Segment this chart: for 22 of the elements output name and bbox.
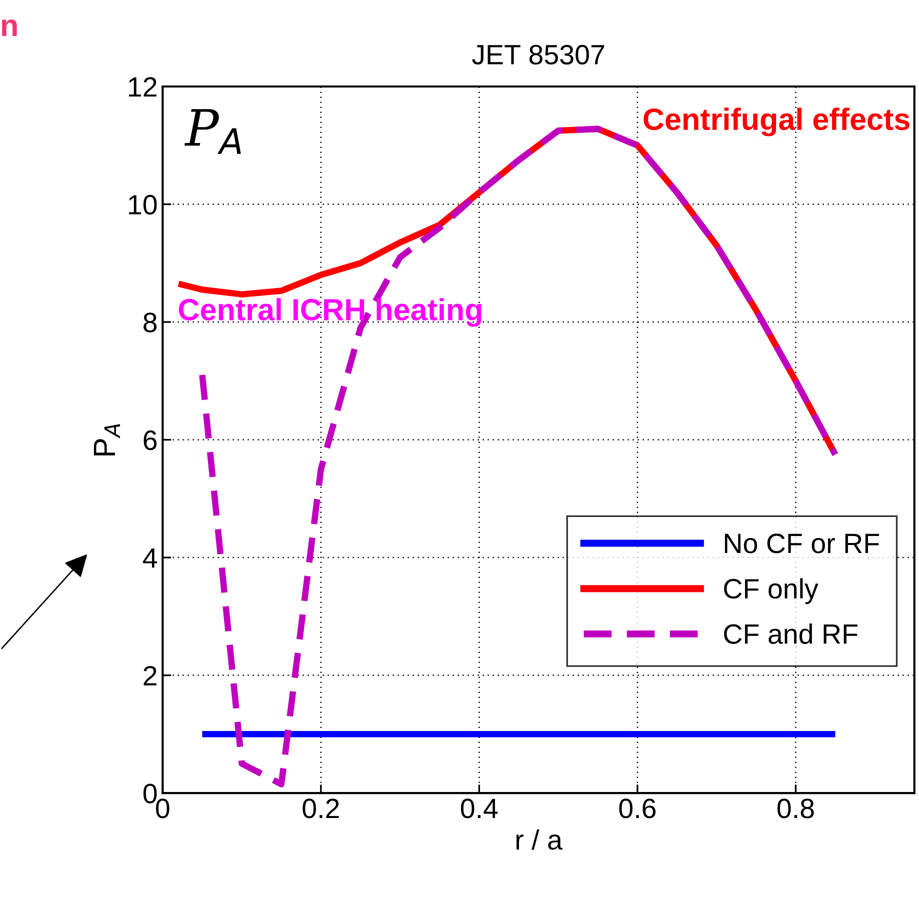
- annotation: Centrifugal effects: [644, 108, 910, 136]
- legend-label: CF only: [724, 578, 818, 604]
- y-tick-label: 2: [144, 666, 156, 686]
- y-tick-label: 4: [142, 548, 157, 568]
- chart-title: JET 85307: [472, 44, 604, 65]
- y-axis-title: P$_{A}$: [94, 424, 120, 456]
- legend-label: CF and RF: [724, 624, 858, 644]
- x-axis-title: r / a: [516, 829, 562, 850]
- annotation: P$_{A}$: [184, 109, 241, 154]
- x-tick-label: 0.6: [619, 798, 656, 818]
- y-tick-label: 6: [144, 430, 157, 450]
- y-tick-label: 8: [144, 312, 157, 332]
- annotation: Central ICRH heating: [178, 298, 482, 327]
- x-tick-label: 0: [156, 798, 170, 818]
- y-tick-label: 0: [143, 784, 157, 804]
- x-tick-label: 0.2: [302, 798, 339, 818]
- x-tick-label: 0.4: [460, 798, 498, 818]
- y-tick-label: 12: [129, 77, 156, 97]
- text: n: [2, 19, 17, 36]
- legend-label: No CF or RF: [724, 534, 879, 554]
- x-tick-label: 0.8: [777, 798, 814, 818]
- y-tick-label: 10: [129, 194, 157, 215]
